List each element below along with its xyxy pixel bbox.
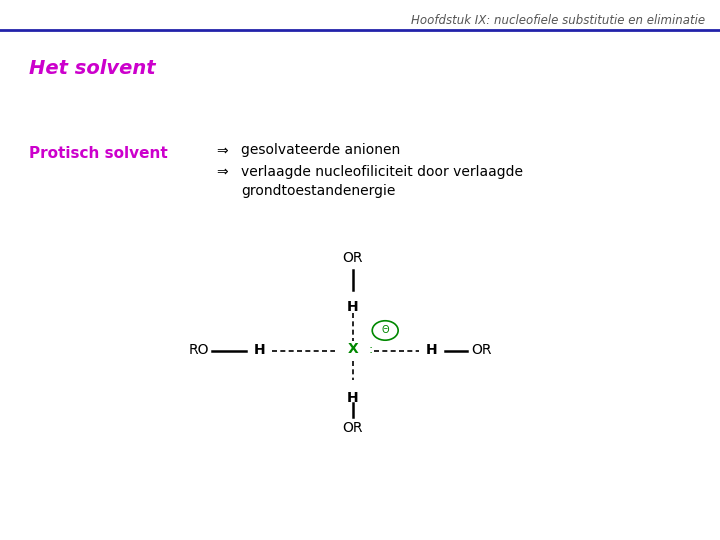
Text: ⇒: ⇒ [216,143,228,157]
Text: OR: OR [472,343,492,357]
Text: H: H [347,392,359,406]
Text: Θ: Θ [382,326,389,335]
Text: H: H [347,300,359,314]
Text: OR: OR [343,421,363,435]
Text: Hoofdstuk IX: nucleofiele substitutie en eliminatie: Hoofdstuk IX: nucleofiele substitutie en… [411,14,706,26]
Text: ⇒: ⇒ [216,165,228,179]
Text: H: H [253,343,265,357]
Text: verlaagde nucleofiliciteit door verlaagde: verlaagde nucleofiliciteit door verlaagd… [241,165,523,179]
Text: :: : [369,343,373,356]
Text: OR: OR [343,251,363,265]
Text: grondtoestandenergie: grondtoestandenergie [241,184,395,198]
Text: Het solvent: Het solvent [29,59,156,78]
Text: gesolvateerde anionen: gesolvateerde anionen [241,143,400,157]
Text: RO: RO [189,343,209,357]
Text: X: X [348,342,358,356]
Text: Protisch solvent: Protisch solvent [29,146,168,161]
Text: H: H [426,343,438,357]
